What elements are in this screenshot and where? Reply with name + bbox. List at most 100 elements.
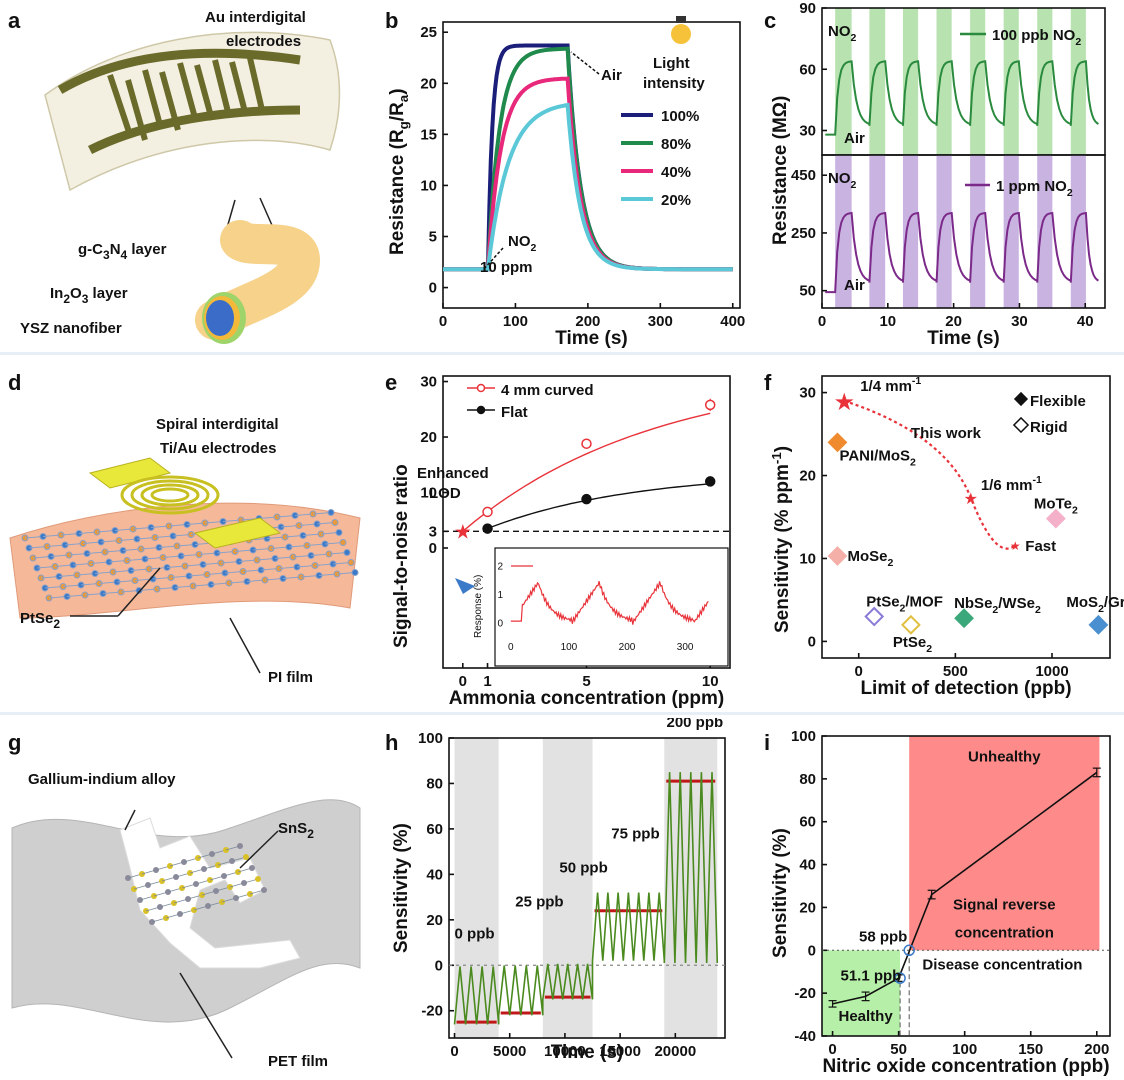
f-point-label-PtSe2: PtSe2 — [893, 634, 932, 655]
label-gc3n4: g-C3N4 layer — [78, 241, 167, 262]
c-x-tick-label-40: 40 — [1077, 313, 1094, 330]
h-response-line — [453, 772, 719, 1025]
f-point-MoTe2 — [1045, 508, 1066, 529]
c-0-legend-label: 100 ppb NO2 — [992, 27, 1081, 48]
i-threshold2-label: 51.1 ppb — [840, 967, 901, 984]
c-1-exposure-bar-7 — [1070, 155, 1086, 308]
c-0-exposure-bar-1 — [869, 8, 886, 155]
b-y-tick-label-15: 15 — [420, 126, 437, 143]
b-y-tick-label-25: 25 — [420, 24, 437, 41]
pi-film — [9, 502, 361, 619]
f-legend-flexible-marker — [1013, 391, 1029, 407]
e-inset-xtick-300: 300 — [677, 642, 694, 653]
e-y-axis-label: Signal-to-noise ratio — [391, 464, 412, 648]
f-y-tick-label-10: 10 — [799, 550, 816, 567]
b-y-tick-label-0: 0 — [429, 280, 437, 297]
panel-label-b: b — [385, 8, 398, 33]
f-point-MoSe2 — [827, 546, 848, 566]
c-x-tick-label-10: 10 — [879, 313, 896, 330]
i-y-tick-label-0: 0 — [808, 942, 816, 959]
e-y-tick-label-20: 20 — [420, 429, 437, 446]
f-y-tick-label-0: 0 — [808, 633, 816, 650]
lattice-atom — [347, 559, 355, 566]
i-y-tick-label-20: 20 — [799, 899, 816, 916]
panel-c-chart: c 30 60 90 NO2 Air 100 ppb NO2 50 250 450 NO2 Air 1… — [764, 0, 1106, 349]
b-y-tick-label-20: 20 — [420, 75, 437, 92]
e-x-tick-label-5: 5 — [582, 673, 590, 690]
c-0-exposure-bar-2 — [902, 8, 919, 155]
e-y-tick-label-30: 30 — [420, 374, 437, 391]
ysz-core — [206, 300, 234, 336]
c-x-tick-label-0: 0 — [818, 313, 826, 330]
e-annotation-lod: LOD — [429, 485, 461, 502]
f-this-work-label-1: 1/6 mm-1 — [981, 474, 1042, 494]
light-bulb-base — [676, 16, 686, 23]
panel-d-schematic: d Spiral interdigital Ti/Au electrodes P… — [8, 370, 361, 686]
e-x-tick-label-0: 0 — [459, 673, 467, 690]
h-frame — [448, 737, 726, 1039]
b-air-arrow — [570, 51, 600, 75]
sns2-crystal — [125, 843, 267, 925]
f-point-label-MoSe2: MoSe2 — [847, 548, 893, 569]
f-point-PANI/MoS2 — [827, 432, 848, 453]
i-x-tick-label-0: 0 — [828, 1041, 836, 1058]
f-this-work-star-2: ★ — [1010, 539, 1021, 553]
sns2-atom — [261, 887, 267, 893]
electrode-pad-right — [193, 517, 282, 549]
c-1-frame — [821, 154, 1106, 309]
panel-label-d: d — [8, 370, 21, 395]
b-x-tick-label-100: 100 — [503, 313, 528, 330]
c-0-y-tick-label-60: 60 — [799, 61, 816, 78]
h-level-label-50 ppb: 50 ppb — [559, 860, 607, 877]
plot-frame — [442, 21, 741, 309]
i-y-tick-label-40: 40 — [799, 857, 816, 874]
f-frame — [821, 375, 1111, 659]
f-x-tick-label-0: 0 — [855, 663, 863, 680]
b-x-tick-label-400: 400 — [720, 313, 745, 330]
sns2-atom — [125, 875, 131, 881]
electrode-fingers — [107, 57, 265, 141]
label-au-electrodes-1: Au interdigital — [205, 9, 306, 26]
i-threshold1-marker — [903, 944, 915, 957]
row-separator-2 — [0, 712, 1124, 715]
b-annotation-air: Air — [601, 67, 622, 84]
e-inset-ytick-2: 2 — [497, 561, 503, 572]
c-x-axis-label: Time (s) — [927, 328, 1000, 349]
c-1-exposure-bar-3 — [936, 155, 952, 308]
e-inset-response-line — [510, 581, 709, 625]
e-lod-star: ★ — [454, 521, 472, 543]
i-x-tick-label-50: 50 — [890, 1041, 907, 1058]
e-y-tick-label-3: 3 — [429, 523, 437, 540]
f-legend-rigid-marker — [1012, 416, 1030, 434]
i-x-tick-label-100: 100 — [952, 1041, 977, 1058]
e-point-4 mm curved — [482, 506, 493, 518]
e-inset-xtick-200: 200 — [619, 642, 636, 653]
i-unhealthy-label: Unhealthy — [968, 749, 1041, 766]
h-x-tick-label-10000: 10000 — [544, 1043, 586, 1060]
h-y-tick-label-40: 40 — [426, 866, 443, 883]
b-y-axis-label: Resistance (Rg/Ra) — [387, 88, 411, 255]
f-y-axis-label: Sensitivity (% ppm-1) — [769, 446, 793, 633]
e-x-tick-label-10: 10 — [702, 673, 719, 690]
b-series-20% — [443, 102, 733, 272]
f-point-label-MoS2/Gr: MoS2/Gr — [1066, 594, 1124, 615]
h-y-tick-label-80: 80 — [426, 775, 443, 792]
i-signal-reverse-2: concentration — [955, 924, 1054, 941]
i-frame — [821, 735, 1111, 1037]
f-point-label-PANI/MoS2: PANI/MoS2 — [839, 447, 916, 468]
f-y-tick-label-30: 30 — [799, 385, 816, 402]
c-0-y-tick-label-90: 90 — [799, 0, 816, 17]
e-legend-marker-0 — [476, 383, 486, 393]
b-x-tick-label-200: 200 — [575, 313, 600, 330]
panel-i-chart: i 0 50 100 150 200 -40 -20 0 20 40 60 80 100 Unhealth… — [764, 728, 1111, 1077]
e-annotation-enhanced: Enhanced — [417, 465, 489, 482]
nanofiber-body — [195, 220, 321, 340]
c-1-exposure-bar-0 — [835, 155, 852, 308]
panel-g-schematic: g Gallium-indium alloy SnS2 PET film — [8, 730, 361, 1070]
f-legend-flexible: Flexible — [1030, 393, 1086, 410]
i-y-tick-label--20: -20 — [794, 985, 816, 1002]
label-au-electrodes-2: electrodes — [226, 33, 301, 50]
i-y-tick-label--40: -40 — [794, 1028, 816, 1045]
e-inset-ytick-0: 0 — [497, 619, 503, 630]
label-spiral-1: Spiral interdigital — [156, 416, 279, 433]
